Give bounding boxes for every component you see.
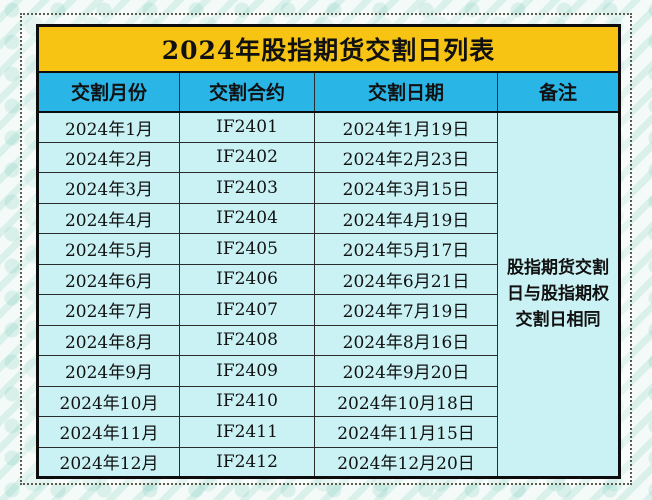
table-row: 2024年2月 IF2402 2024年2月23日 <box>37 141 620 173</box>
cell-month: 2024年7月 <box>37 294 180 326</box>
cell-contract: IF2412 <box>179 446 315 478</box>
table-row: 2024年5月 IF2405 2024年5月17日 <box>37 233 620 265</box>
cell-date: 2024年4月19日 <box>314 202 498 234</box>
table-row: 2024年1月 IF2401 2024年1月19日 股指期货交割日与股指期权交割… <box>37 111 621 478</box>
cell-month: 2024年4月 <box>37 202 180 234</box>
table-row: 2024年4月 IF2404 2024年4月19日 <box>37 202 620 234</box>
header-row: 交割月份 交割合约 交割日期 备注 <box>37 71 621 113</box>
cell-month: 2024年3月 <box>37 172 180 204</box>
cell-contract: IF2405 <box>179 233 315 265</box>
table-row: 2024年12月 IF2412 2024年12月20日 <box>37 446 620 478</box>
cell-month: 2024年11月 <box>37 416 180 448</box>
cell-date: 2024年5月17日 <box>314 233 498 265</box>
cell-contract: IF2404 <box>179 202 315 234</box>
table-row: 2024年6月 IF2406 2024年6月21日 <box>37 263 620 295</box>
cell-date: 2024年6月21日 <box>314 263 498 295</box>
column-header-month: 交割月份 <box>37 71 180 113</box>
cell-date: 2024年1月19日 <box>314 111 498 143</box>
cell-date: 2024年8月16日 <box>314 324 498 356</box>
cell-date: 2024年3月15日 <box>314 172 498 204</box>
cell-contract: IF2411 <box>179 416 315 448</box>
column-header-contract: 交割合约 <box>179 71 315 113</box>
table-row: 2024年7月 IF2407 2024年7月19日 <box>37 294 620 326</box>
cell-date: 2024年7月19日 <box>314 294 498 326</box>
cell-contract: IF2406 <box>179 263 315 295</box>
cell-month: 2024年10月 <box>37 385 180 417</box>
page-title: 2024年股指期货交割日列表 <box>36 25 621 73</box>
title-row: 2024年股指期货交割日列表 <box>36 25 621 73</box>
remarks-cell: 股指期货交割日与股指期权交割日相同 <box>496 111 621 478</box>
cell-contract: IF2402 <box>179 141 315 173</box>
cell-month: 2024年8月 <box>37 324 180 356</box>
cell-date: 2024年9月20日 <box>314 355 498 387</box>
cell-contract: IF2403 <box>179 172 315 204</box>
cell-date: 2024年10月18日 <box>314 385 498 417</box>
column-header-remarks: 备注 <box>496 71 621 113</box>
cell-month: 2024年2月 <box>37 141 180 173</box>
cell-date: 2024年12月20日 <box>314 446 498 478</box>
cell-month: 2024年9月 <box>37 355 180 387</box>
cell-contract: IF2407 <box>179 294 315 326</box>
cell-month: 2024年1月 <box>37 111 180 143</box>
table-row: 2024年3月 IF2403 2024年3月15日 <box>37 172 620 204</box>
cell-month: 2024年12月 <box>37 446 180 478</box>
cell-month: 2024年5月 <box>37 233 180 265</box>
cell-date: 2024年11月15日 <box>314 416 498 448</box>
cell-contract: IF2408 <box>179 324 315 356</box>
delivery-table: 2024年股指期货交割日列表 交割月份 交割合约 交割日期 备注 2024年1月… <box>36 24 622 479</box>
cell-month: 2024年6月 <box>37 263 180 295</box>
cell-contract: IF2409 <box>179 355 315 387</box>
cell-date: 2024年2月23日 <box>314 141 498 173</box>
table-row: 2024年8月 IF2408 2024年8月16日 <box>37 324 620 356</box>
cell-contract: IF2401 <box>179 111 315 143</box>
table-row: 2024年9月 IF2409 2024年9月20日 <box>37 355 620 387</box>
cell-contract: IF2410 <box>179 385 315 417</box>
column-header-date: 交割日期 <box>314 71 498 113</box>
